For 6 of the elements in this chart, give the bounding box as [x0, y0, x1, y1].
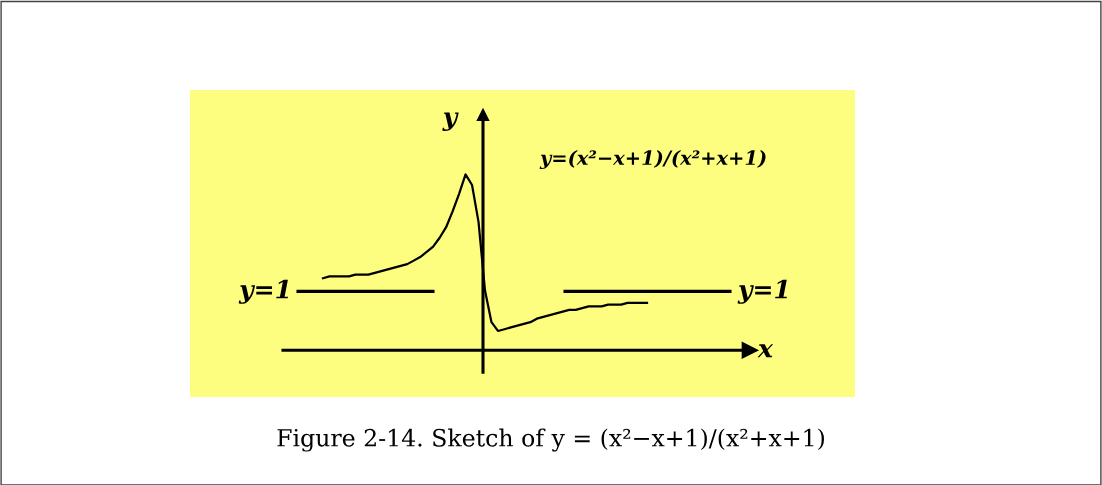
caption: Figure 2-14. Sketch of y = (x²−x+1)/(x²+x+1) — [277, 428, 824, 452]
text: y=1 — [238, 279, 288, 304]
x-axis-title: x — [757, 344, 774, 358]
y-axis-title: y — [442, 112, 459, 131]
text: y=(x²−x+1)/(x²+x+1) — [539, 150, 766, 170]
text: y=1 — [737, 279, 787, 304]
